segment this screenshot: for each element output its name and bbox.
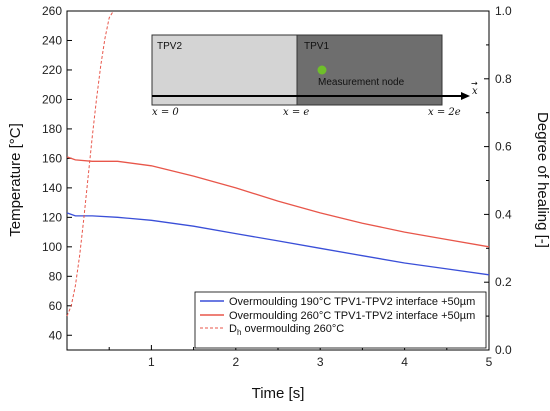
y2-tick-label-0.0: 0.0 bbox=[495, 343, 512, 357]
tick-marks bbox=[67, 10, 490, 351]
measurement-node-icon bbox=[317, 65, 327, 75]
y2-tick-label-0.2: 0.2 bbox=[495, 275, 512, 289]
x-tick-label-4: 4 bbox=[401, 355, 408, 369]
x-axis-label: Time [s] bbox=[252, 385, 305, 402]
series-line-dh bbox=[66, 10, 114, 317]
y-tick-label-140: 140 bbox=[42, 181, 62, 195]
inset-schematic: TPV2 TPV1 Measurement node x → x = 0 x =… bbox=[151, 34, 478, 118]
y-tick-label-100: 100 bbox=[42, 240, 62, 254]
y-tick-label-160: 160 bbox=[42, 151, 62, 165]
x-tick-labels: 1 2 3 4 5 bbox=[148, 355, 493, 369]
inset-xe-label: x = e bbox=[283, 107, 309, 118]
y-tick-label-240: 240 bbox=[42, 33, 62, 47]
inset-x0-label: x = 0 bbox=[152, 107, 179, 118]
inset-axis-vector-icon: → bbox=[471, 79, 478, 88]
y2-tick-label-0.6: 0.6 bbox=[495, 140, 512, 154]
y2-tick-label-0.8: 0.8 bbox=[495, 72, 512, 86]
legend-label-260: Overmoulding 260°C TPV1-TPV2 interface +… bbox=[229, 310, 475, 322]
legend-label-190: Overmoulding 190°C TPV1-TPV2 interface +… bbox=[229, 296, 475, 308]
inset-tpv2-label: TPV2 bbox=[157, 41, 182, 52]
legend-label-dh-rest: overmoulding 260°C bbox=[241, 323, 344, 335]
y2-tick-label-0.4: 0.4 bbox=[495, 207, 512, 221]
x-tick-label-3: 3 bbox=[317, 355, 324, 369]
y-tick-label-60: 60 bbox=[49, 299, 63, 313]
legend-label-dh-sub: h bbox=[237, 328, 241, 337]
inset-axis-label: x bbox=[472, 86, 478, 97]
y-tick-label-80: 80 bbox=[49, 269, 63, 283]
y2-axis-label: Degree of healing [-] bbox=[534, 112, 550, 248]
inset-tpv1-label: TPV1 bbox=[304, 41, 329, 52]
legend: Overmoulding 190°C TPV1-TPV2 interface +… bbox=[194, 291, 487, 349]
y2-tick-label-1.0: 1.0 bbox=[495, 4, 512, 18]
legend-label-dh-main: D bbox=[229, 323, 237, 335]
y-tick-label-40: 40 bbox=[49, 328, 63, 342]
y-axis-label: Temperature [°C] bbox=[7, 123, 24, 237]
y-tick-label-220: 220 bbox=[42, 63, 62, 77]
x-tick-label-5: 5 bbox=[486, 355, 493, 369]
legend-box bbox=[194, 291, 487, 349]
inset-tpv2-region bbox=[151, 34, 298, 106]
y-tick-label-200: 200 bbox=[42, 92, 62, 106]
x-tick-label-2: 2 bbox=[232, 355, 239, 369]
y-tick-label-180: 180 bbox=[42, 122, 62, 136]
legend-label-dh: Dh overmoulding 260°C bbox=[229, 323, 344, 337]
series-line-260 bbox=[66, 156, 490, 248]
y-tick-label-260: 260 bbox=[42, 4, 62, 18]
x-tick-label-1: 1 bbox=[148, 355, 155, 369]
inset-x2e-label: x = 2e bbox=[428, 107, 461, 118]
inset-node-label: Measurement node bbox=[318, 77, 405, 88]
series-line-190 bbox=[66, 212, 490, 276]
arrowhead-icon bbox=[461, 92, 470, 100]
y-tick-label-120: 120 bbox=[42, 210, 62, 224]
series-layer bbox=[66, 10, 490, 317]
y2-tick-labels: 0.0 0.2 0.4 0.6 0.8 1.0 bbox=[495, 4, 512, 357]
y-tick-labels: 40 60 80 100 120 140 160 180 200 220 240 260 bbox=[42, 4, 62, 342]
